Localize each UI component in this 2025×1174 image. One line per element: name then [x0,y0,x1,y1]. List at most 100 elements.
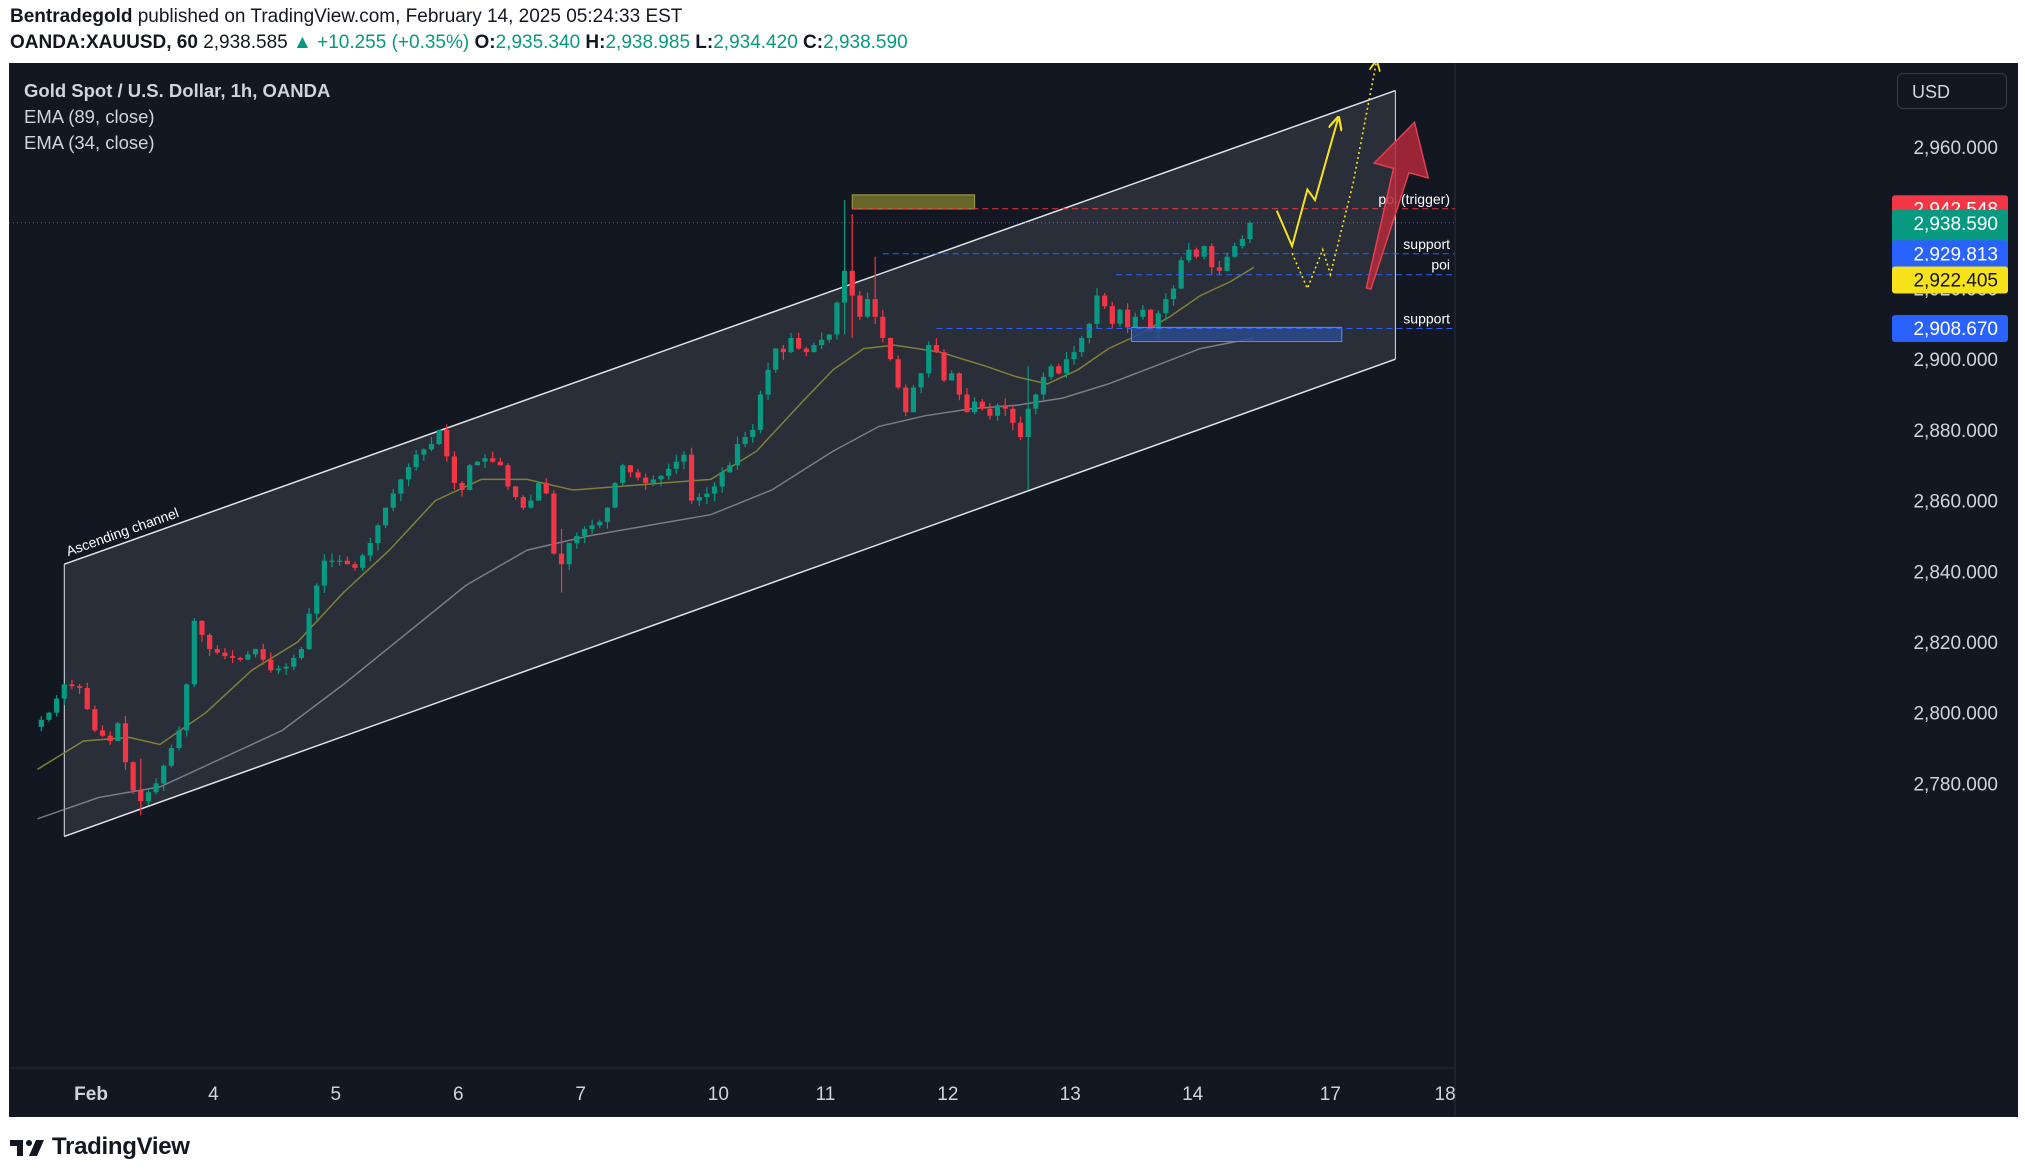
candle-body [627,465,633,473]
price-tick-label: 2,820.000 [1913,633,1998,654]
candle-body [1040,376,1047,395]
candle-body [1201,246,1207,257]
candle-body [1247,222,1253,240]
candle-body [673,461,679,469]
legend-ema-34[interactable]: EMA (34, close) [24,132,155,153]
candle-body [1025,408,1031,437]
candle-body [719,472,725,487]
candle-body [597,521,603,526]
candle-body [1071,352,1077,360]
candle-body [367,543,373,556]
supply-zone [851,194,976,210]
candle-body [910,387,917,413]
candle-body [176,730,182,749]
candle-body [184,684,190,731]
candle-body [1239,239,1245,247]
legend-title[interactable]: Gold Spot / U.S. Dollar, 1h, OANDA [24,80,331,101]
candle-body [711,486,718,494]
candle-body [949,373,955,381]
candle-body [1232,246,1238,257]
high-value: 2,938.985 [605,32,691,53]
channel-upper-line [64,89,1396,565]
candle-body [773,348,779,370]
candle-body [581,528,588,536]
candle-body [1224,256,1230,271]
candle-body [46,712,52,720]
candle-body [1002,405,1008,409]
time-tick-label: Feb [74,1084,108,1105]
candle-body [849,270,855,296]
candle-body [1193,249,1200,257]
candle-body [222,652,228,657]
candle-body [964,394,970,413]
candle-body [482,458,488,462]
price-tick-label: 2,900.000 [1913,350,1998,371]
tradingview-footer: TradingView [10,1133,190,1160]
candle-body [681,454,687,462]
candle-body [306,613,312,650]
time-tick-label: 18 [1435,1084,1456,1105]
candle-body [620,465,626,483]
candle-body [61,684,67,699]
price-tag-value: 2,922.405 [1913,270,1998,291]
channel-lower-line [64,358,1396,838]
legend-ema-89[interactable]: EMA (89, close) [24,106,155,127]
candle-body [375,525,381,544]
candle-body [1079,337,1085,353]
candle-body [918,373,924,388]
candle-body [421,449,427,455]
candle-body [757,394,764,430]
candle-body [38,719,44,727]
candle-body [207,634,213,650]
candle-body [1033,394,1039,409]
candle-body [1063,359,1070,374]
candle-body [122,723,129,763]
candle-body [1010,408,1016,423]
candle-body [245,654,251,660]
candle-body [589,525,595,529]
candle-body [199,620,205,635]
flag-stripe [1619,1054,1635,1056]
time-tick-label: 11 [816,1084,836,1105]
time-tick-label: 5 [331,1084,342,1105]
high-label: H: [585,32,606,53]
candle-body [115,723,121,741]
candle-body [405,467,412,480]
chart-panel[interactable]: Ascending channel poi (trigger) support poi… [9,63,2018,1117]
candle-body [765,369,771,395]
close-label: C: [803,32,824,53]
candle-body [505,465,511,487]
candle-body [474,461,480,466]
author-name[interactable]: Bentradegold [10,6,133,27]
candle-body [872,299,878,317]
candle-body [161,765,167,784]
candle-body [92,709,98,731]
candle-body [612,482,618,508]
candle-body [880,316,886,338]
candle-body [390,493,396,508]
candles [38,200,1253,816]
time-tick-label: 4 [208,1084,219,1105]
candle-body [1117,309,1123,324]
candle-body [191,620,197,685]
candle-body [1056,366,1062,374]
candle-body [841,270,848,303]
candle-body [972,401,978,413]
candle-body [329,560,335,562]
candle-body [76,686,83,688]
currency-button[interactable]: USD [1897,73,2007,109]
candle-body [1017,422,1024,437]
candle-body [428,444,435,450]
candle-body [459,482,465,490]
candle-body [727,465,733,473]
candle-body [696,497,702,501]
candle-body [260,649,266,660]
candle-body [344,560,350,565]
candle-body [314,585,320,614]
time-tick-label: 12 [937,1084,958,1105]
price-tick-label: 2,960.000 [1913,138,1998,159]
candle-body [857,295,863,317]
candle-body [528,500,534,508]
event-icons [1593,1038,1639,1062]
